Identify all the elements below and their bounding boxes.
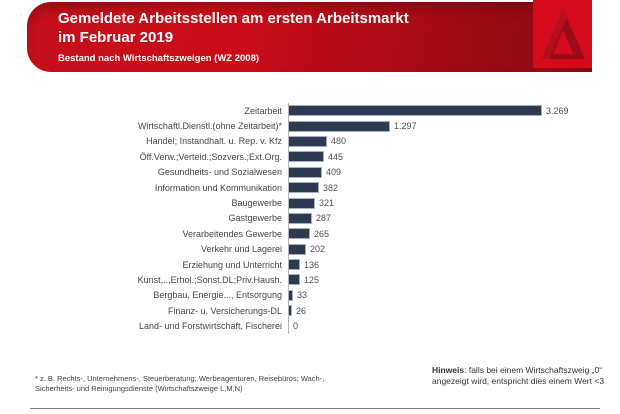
bar bbox=[289, 151, 324, 163]
value-label: 287 bbox=[316, 213, 332, 224]
value-label: 26 bbox=[296, 305, 307, 316]
category-label: Baugewerbe bbox=[231, 198, 282, 209]
chart-row: Verarbeitendes Gewerbe 265 bbox=[35, 226, 587, 242]
page-title-line2: im Februar 2019 bbox=[58, 29, 174, 46]
category-label: Wirtschaftl.Dienstl.(ohne Zeitarbeit)* bbox=[137, 121, 282, 132]
footnote-line2: Sicherheits- und Reinigungsdienste (Wirt… bbox=[35, 383, 243, 393]
value-label: 265 bbox=[314, 228, 330, 239]
chart-row: Erziehung und Unterricht 136 bbox=[35, 256, 587, 273]
hinweis-label: Hinweis bbox=[432, 365, 465, 375]
bar-area: 409 bbox=[288, 164, 587, 180]
bar-area: 382 bbox=[288, 179, 587, 196]
chart-row: Land- und Forstwirtschaft, Fischerei 0 bbox=[35, 318, 587, 334]
bar bbox=[289, 182, 319, 194]
category-label: Bergbau, Energie..., Entsorgung bbox=[153, 290, 282, 301]
chart-row: Zeitarbeit 3.269 bbox=[35, 103, 587, 119]
footnote: * z. B. Rechts-, Unternehmens-, Steuerbe… bbox=[35, 374, 324, 393]
chart-row: Baugewerbe 321 bbox=[35, 195, 587, 211]
category-label: Zeitarbeit bbox=[244, 105, 282, 116]
footnote-line1: * z. B. Rechts-, Unternehmens-, Steuerbe… bbox=[35, 374, 325, 383]
page-title-line1: Gemeldete Arbeitsstellen am ersten Arbei… bbox=[58, 10, 409, 27]
value-label: 125 bbox=[304, 274, 320, 285]
bar-area: 26 bbox=[288, 303, 587, 319]
bar bbox=[289, 120, 390, 132]
chart-row: Öff.Verw.;Verteid.;Sozvers.;Ext.Org. 445 bbox=[35, 149, 587, 165]
value-label: 445 bbox=[328, 151, 344, 162]
category-label: Land- und Forstwirtschaft, Fischerei bbox=[138, 321, 282, 332]
bar-area: 480 bbox=[288, 133, 587, 150]
value-label: 321 bbox=[319, 198, 335, 209]
bar-area: 125 bbox=[288, 272, 587, 288]
bar bbox=[289, 305, 292, 317]
category-label: Verkehr und Lagerei bbox=[200, 244, 282, 255]
bar bbox=[289, 166, 322, 178]
bar-area: 0 bbox=[288, 318, 587, 334]
value-label: 202 bbox=[310, 244, 326, 255]
bar bbox=[289, 274, 300, 286]
value-label: 3.269 bbox=[546, 105, 569, 116]
category-label: Erziehung und Unterricht bbox=[182, 259, 282, 270]
category-label: Gesundheits- und Sozialwesen bbox=[157, 167, 282, 178]
bar bbox=[289, 289, 293, 301]
hinweis-text: : falls bei einem Wirtschaftszweig „0“ a… bbox=[432, 365, 605, 386]
bar bbox=[289, 197, 315, 209]
bar bbox=[289, 135, 327, 147]
bar bbox=[289, 212, 312, 224]
bar-area: 1.297 bbox=[288, 118, 587, 134]
value-label: 0 bbox=[293, 321, 299, 332]
bar-area: 33 bbox=[288, 287, 587, 304]
chart-row: Gesundheits- und Sozialwesen 409 bbox=[35, 164, 587, 180]
chart-row: Kunst,..,Erhol.;Sonst.DL;Priv.Haush. 125 bbox=[35, 272, 587, 288]
bar bbox=[289, 243, 306, 255]
bundesagentur-fuer-arbeit-logo-icon bbox=[533, 0, 592, 68]
bar-chart: Zeitarbeit 3.269 Wirtschaftl.Dienstl.(ohne… bbox=[35, 103, 587, 334]
chart-row: Finanz- u. Versicherungs-DL 26 bbox=[35, 303, 587, 319]
category-label: Verarbeitendes Gewerbe bbox=[182, 228, 282, 239]
chart-row: Verkehr und Lagerei 202 bbox=[35, 241, 587, 257]
bar-area: 202 bbox=[288, 241, 587, 257]
value-label: 382 bbox=[323, 182, 339, 193]
chart-row: Bergbau, Energie..., Entsorgung 33 bbox=[35, 287, 587, 304]
bar-area: 265 bbox=[288, 226, 587, 242]
header-banner: Gemeldete Arbeitsstellen am ersten Arbei… bbox=[27, 2, 592, 72]
bar bbox=[289, 259, 300, 271]
category-label: Öff.Verw.;Verteid.;Sozvers.;Ext.Org. bbox=[139, 151, 282, 162]
bar bbox=[289, 105, 542, 117]
bar-area: 445 bbox=[288, 149, 587, 165]
value-label: 33 bbox=[297, 290, 308, 301]
category-label: Handel; Instandhalt. u. Rep. v. Kfz bbox=[146, 136, 282, 147]
value-label: 409 bbox=[326, 167, 342, 178]
bar bbox=[289, 228, 310, 240]
value-label: 1.297 bbox=[394, 121, 417, 132]
chart-row: Information und Kommunikation 382 bbox=[35, 179, 587, 196]
value-label: 136 bbox=[304, 259, 320, 270]
value-label: 480 bbox=[331, 136, 347, 147]
bar-area: 287 bbox=[288, 210, 587, 227]
bar-area: 136 bbox=[288, 256, 587, 273]
chart-rows: Zeitarbeit 3.269 Wirtschaftl.Dienstl.(ohne… bbox=[35, 103, 587, 334]
category-label: Kunst,..,Erhol.;Sonst.DL;Priv.Haush. bbox=[137, 274, 282, 285]
bar-area: 3.269 bbox=[288, 103, 587, 119]
hinweis-note: Hinweis: falls bei einem Wirtschaftszwei… bbox=[432, 365, 608, 386]
chart-row: Gastgewerbe 287 bbox=[35, 210, 587, 227]
chart-row: Handel; Instandhalt. u. Rep. v. Kfz 480 bbox=[35, 133, 587, 150]
bar-area: 321 bbox=[288, 195, 587, 211]
category-label: Information und Kommunikation bbox=[154, 182, 282, 193]
category-label: Finanz- u. Versicherungs-DL bbox=[167, 305, 282, 316]
page-subtitle: Bestand nach Wirtschaftszweigen (WZ 2008… bbox=[58, 53, 260, 64]
category-label: Gastgewerbe bbox=[228, 213, 282, 224]
chart-row: Wirtschaftl.Dienstl.(ohne Zeitarbeit)* 1.… bbox=[35, 118, 587, 134]
bottom-divider bbox=[30, 408, 600, 409]
